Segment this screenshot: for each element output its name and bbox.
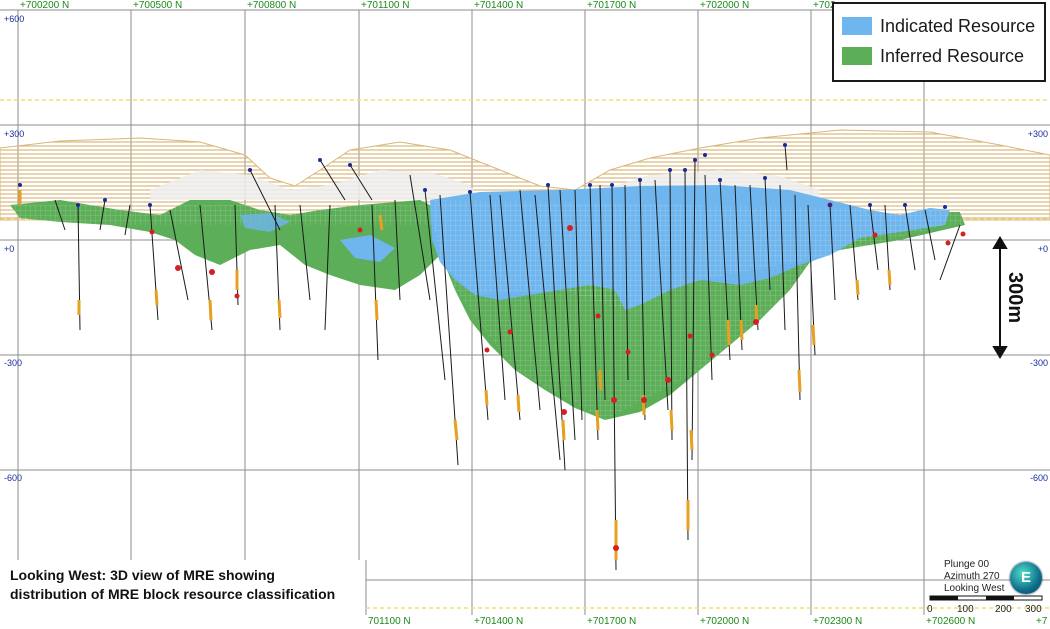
northing-label: +701400 N [474,616,524,627]
northing-label: +700500 N [133,0,183,11]
elevation-label: -300 [1029,358,1048,368]
northing-label: +702000 N [700,0,750,11]
compass-icon[interactable]: E [1010,562,1042,594]
looking-text: Looking West [944,583,1005,594]
legend-item-indicated: Indicated Resource [842,14,1035,38]
legend-item-inferred: Inferred Resource [842,44,1024,68]
compass-letter: E [1020,569,1031,586]
northing-label: +7 [1036,616,1048,627]
elevation-label: +0 [1037,244,1048,254]
northing-label: +701700 N [587,0,637,11]
plunge-text: Plunge 00 [944,559,990,570]
caption: Looking West: 3D view of MRE showing dis… [10,566,335,604]
scale-bar-label: 300m [1004,272,1026,324]
elevation-label: +600 [4,14,25,24]
elevation-label: +0 [4,244,15,254]
northing-label: 701100 N [368,616,411,627]
drillhole-collars [18,143,947,209]
scale-tick-label: 100 [957,604,974,615]
northing-label: +702000 N [700,616,750,627]
elevation-label: -300 [4,358,23,368]
horizontal-scale-bar [929,595,1043,601]
azimuth-text: Azimuth 270 [944,571,1000,582]
northing-label: +702 [813,0,836,11]
view-orientation-info: Plunge 00 Azimuth 270 Looking West [944,559,1004,595]
assay-intervals [18,190,892,560]
legend-swatch-inferred [842,47,872,65]
legend-label: Inferred Resource [880,45,1025,66]
caption-line: distribution of MRE block resource class… [10,586,336,602]
legend-label: Indicated Resource [880,15,1036,36]
northing-label: +701400 N [474,0,524,11]
northing-label: +701700 N [587,616,637,627]
elevation-label: +300 [4,129,25,139]
northing-label: +702600 N [926,616,976,627]
legend: Indicated Resource Inferred Resource [832,2,1046,82]
scale-tick-label: 200 [995,604,1012,615]
legend-swatch-indicated [842,17,872,35]
scale-tick-label: 300 [1025,604,1042,615]
elevation-label: +300 [1027,129,1048,139]
indicated-resource-shell [240,185,950,310]
northing-label: +702300 N [813,616,863,627]
scale-arrow [992,236,1008,359]
northing-label: +700200 N [20,0,70,11]
northing-label: +701100 N [361,0,410,11]
scale-tick-label: 0 [927,604,933,615]
elevation-label: -600 [4,473,23,483]
caption-line: Looking West: 3D view of MRE showing [10,567,275,583]
elevation-label: -600 [1029,473,1048,483]
northing-label: +700800 N [247,0,297,11]
